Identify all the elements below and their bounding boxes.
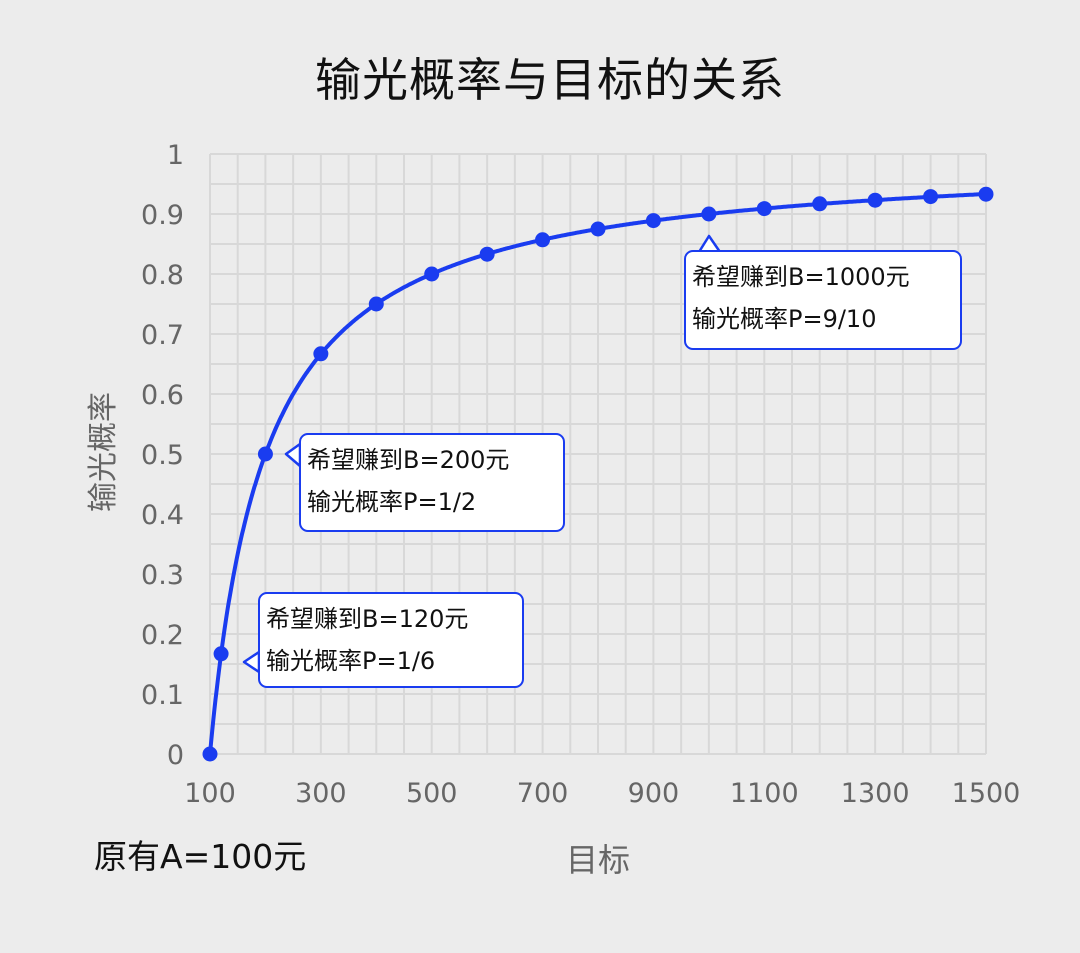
callout-target-text: 希望赚到B=200元 (307, 446, 510, 474)
x-tick-label: 1100 (730, 778, 799, 809)
y-tick-label: 0.8 (141, 260, 184, 291)
data-point-marker (535, 232, 551, 248)
data-point-marker (867, 192, 883, 208)
callout-probability-text: 输光概率P=1/2 (307, 488, 477, 516)
callout-target-text: 希望赚到B=1000元 (692, 263, 910, 291)
data-point-marker (978, 186, 994, 202)
y-tick-label: 0 (167, 740, 184, 771)
data-point-marker (213, 646, 229, 662)
x-tick-label: 100 (184, 778, 236, 809)
callout-probability-text: 输光概率P=1/6 (266, 647, 436, 675)
data-point-marker (313, 346, 329, 362)
data-point-marker (368, 296, 384, 312)
initial-capital-note: 原有A=100元 (94, 837, 307, 876)
y-tick-label: 1 (167, 140, 184, 171)
callout-b1000: 希望赚到B=1000元 输光概率P=9/10 (684, 250, 962, 350)
x-tick-label: 300 (295, 778, 347, 809)
data-point-marker (812, 196, 828, 212)
callout-pointer (242, 650, 261, 674)
y-tick-label: 0.5 (141, 440, 184, 471)
data-point-marker (756, 201, 772, 217)
y-tick-label: 0.2 (141, 620, 184, 651)
chart-title: 输光概率与目标的关系 (315, 53, 785, 107)
y-tick-label: 0.7 (141, 320, 184, 351)
y-tick-label: 0.4 (141, 500, 184, 531)
x-tick-label: 1500 (952, 778, 1021, 809)
x-axis-label: 目标 (565, 841, 631, 879)
data-point-marker (479, 246, 495, 262)
x-tick-label: 900 (628, 778, 680, 809)
y-tick-label: 0.1 (141, 680, 184, 711)
callout-b200: 希望赚到B=200元 输光概率P=1/2 (299, 433, 565, 532)
callout-b120: 希望赚到B=120元 输光概率P=1/6 (258, 592, 524, 688)
data-markers (202, 186, 994, 762)
data-point-marker (645, 213, 661, 229)
data-point-marker (424, 266, 440, 282)
y-tick-label: 0.9 (141, 200, 184, 231)
data-point-marker (923, 189, 939, 205)
x-tick-label: 1300 (841, 778, 910, 809)
y-axis-ticks: 0 0.1 0.2 0.3 0.4 0.5 0.6 0.7 0.8 0.9 1 (141, 140, 184, 771)
x-tick-label: 500 (406, 778, 458, 809)
data-point-marker (257, 446, 273, 462)
callout-target-text: 希望赚到B=120元 (266, 605, 469, 633)
data-point-marker (590, 221, 606, 237)
x-tick-label: 700 (517, 778, 569, 809)
callout-probability-text: 输光概率P=9/10 (692, 305, 877, 333)
data-point-marker (701, 206, 717, 222)
x-axis-ticks: 100 300 500 700 900 1100 1300 1500 (184, 778, 1020, 809)
y-tick-label: 0.3 (141, 560, 184, 591)
y-axis-label: 输光概率 (86, 392, 121, 512)
data-point-marker (202, 746, 218, 762)
y-tick-label: 0.6 (141, 380, 184, 411)
